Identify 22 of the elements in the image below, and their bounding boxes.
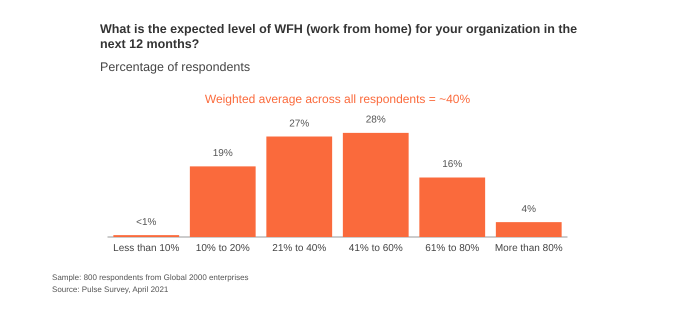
- x-tick-label: 41% to 60%: [348, 242, 403, 254]
- x-tick-label: 10% to 20%: [196, 242, 250, 254]
- data-label: 27%: [289, 118, 310, 130]
- x-tick-label: 61% to 80%: [425, 242, 480, 254]
- text: Weighted average across all respondents = ~40%: [204, 92, 472, 106]
- bar: [190, 166, 256, 237]
- data-label: 19%: [212, 148, 233, 160]
- x-tick-label: More than 80%: [494, 242, 563, 254]
- source-note: Source: Pulse Survey, April 2021: [52, 285, 168, 294]
- data-label: <1%: [136, 216, 157, 228]
- x-tick-label: 21% to 40%: [272, 242, 326, 254]
- data-label: 28%: [366, 114, 386, 126]
- chart-title: What is the expected level of WFH (work from home) for your organization in the next 12 months?: [100, 22, 578, 52]
- bar: [342, 132, 409, 237]
- bar: [266, 136, 332, 237]
- bar: [496, 222, 562, 237]
- data-label: 4%: [522, 204, 536, 215]
- bar: [419, 177, 486, 237]
- text: Sample: 800 respondents from Global 2000 enterprises: [52, 273, 249, 282]
- chart-subtitle: Percentage of respondents: [100, 60, 250, 74]
- data-label: 16%: [442, 159, 462, 170]
- x-tick-label: Less than 10%: [113, 242, 180, 254]
